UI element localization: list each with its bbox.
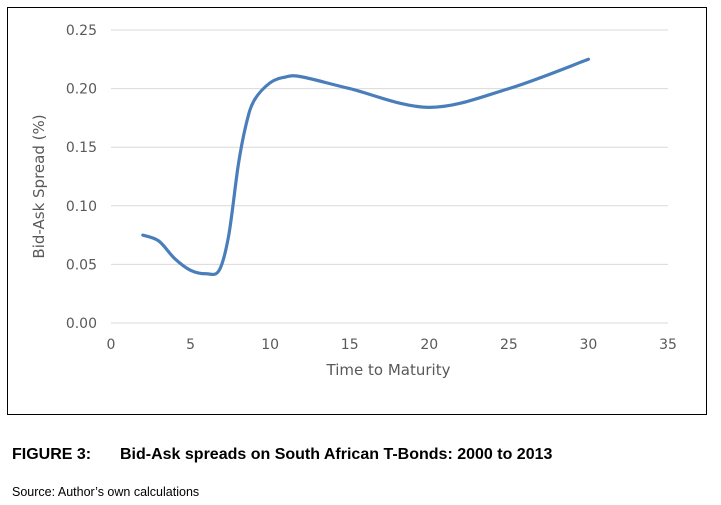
x-tick-label: 20 xyxy=(420,337,438,353)
x-tick-labels: 0 5 10 15 20 25 30 35 xyxy=(107,337,677,353)
series-line xyxy=(141,57,591,277)
y-axis-title: Bid-Ask Spread (%) xyxy=(30,114,48,258)
series-layer xyxy=(141,57,591,277)
x-tick-label: 30 xyxy=(580,337,598,353)
y-tick-label: 0.25 xyxy=(66,23,97,39)
x-tick-label: 35 xyxy=(659,337,677,353)
gridlines xyxy=(111,29,668,324)
chart-frame: 0.00 0.05 0.10 0.15 0.20 0.25 0 5 10 15 20 25 30 35 … xyxy=(7,7,707,415)
x-tick-label: 25 xyxy=(500,337,518,353)
x-tick-label: 10 xyxy=(261,337,279,353)
y-tick-label: 0.15 xyxy=(66,140,97,156)
x-tick-label: 15 xyxy=(341,337,359,353)
line-chart: 0.000.050.100.150.200.25 0 5 10 15 20 25 30 35 … xyxy=(30,23,677,379)
figure-caption: FIGURE 3: Bid-Ask spreads on South Africa… xyxy=(12,446,552,464)
x-tick-label: 0 xyxy=(107,337,116,353)
x-axis-title: Time to Maturity xyxy=(326,361,451,379)
y-tick-label: 0.10 xyxy=(66,199,97,215)
y-tick-label: 0.05 xyxy=(66,257,97,273)
y-tick-labels: 0.00 0.05 0.10 0.15 0.20 0.25 xyxy=(66,23,97,332)
y-tick-label: 0.00 xyxy=(66,316,97,332)
y-tick-label: 0.20 xyxy=(66,82,97,98)
figure-title: Bid-Ask spreads on South African T-Bonds… xyxy=(120,446,553,463)
source-note: Source: Author’s own calculations xyxy=(12,485,200,499)
figure-number: FIGURE 3: xyxy=(12,446,92,463)
x-tick-label: 5 xyxy=(186,337,195,353)
